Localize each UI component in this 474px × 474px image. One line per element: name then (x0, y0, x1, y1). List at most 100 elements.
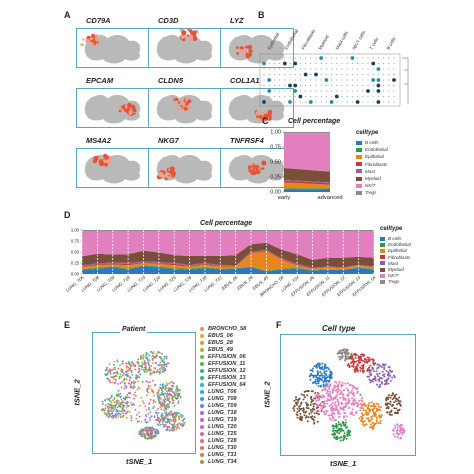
dotplot-dot (341, 84, 343, 87)
dotplot-dot (289, 95, 291, 98)
legend-label: Endothelial (388, 242, 411, 248)
dotplot-dot (273, 68, 275, 70)
dotplot-dot (315, 79, 317, 81)
y-tick-label: 0.25 (71, 261, 80, 266)
dotplot-dot (263, 95, 265, 98)
patient-legend-label: LUNG_T20 (208, 424, 237, 430)
category-label: advanced (317, 195, 342, 201)
dotplot-dot (383, 95, 385, 98)
patient-legend-label: LUNG_T19 (208, 417, 237, 423)
dotplot-celltype-label: NK/T cells (352, 29, 367, 50)
dotplot-dot (393, 90, 395, 92)
legend-label: Endothelial (365, 147, 388, 153)
dotplot-dot (262, 61, 266, 66)
dotplot-dot (383, 73, 385, 76)
dotplot-dot (341, 95, 343, 98)
y-tick-label: 0.50 (71, 250, 80, 255)
series-band-mast (284, 180, 330, 183)
legend-item: Fibroblasts (380, 255, 410, 260)
patient-legend-label: BRONCHO_58 (208, 326, 247, 332)
dotplot-dot (325, 68, 327, 70)
dotplot-dot (293, 89, 298, 93)
dotplot-dot (315, 90, 317, 92)
patient-legend-label: EFFUSION_12 (208, 368, 246, 374)
gene-tsne-shape (228, 154, 285, 184)
dotplot-dot (310, 57, 312, 59)
gene-label: EPCAM (86, 76, 114, 85)
dotplot-dot (392, 78, 396, 82)
dotplot-dot (331, 95, 333, 98)
dotplot-dot (357, 84, 359, 87)
legend-swatch (356, 190, 362, 195)
dotplot-dot (346, 57, 348, 59)
series-band-epithelial (284, 182, 330, 189)
dotplot-dot (346, 90, 348, 92)
dotplot-dot (284, 73, 286, 76)
dotplot-dot (315, 95, 317, 98)
gene-feature-plot (76, 148, 150, 188)
dotplot-dot (284, 68, 286, 70)
series-band-myeloid (82, 242, 374, 268)
dotplot-dot (372, 68, 374, 70)
dotplot-dot (334, 94, 339, 99)
dotplot-dot (273, 73, 275, 76)
dotplot-dot (305, 90, 307, 92)
dotplot-dot (341, 68, 343, 70)
dotplot-dot (279, 73, 281, 76)
dotplot-dot (376, 67, 381, 71)
dotplot-dot (362, 79, 364, 81)
dotplot-dot (388, 57, 390, 59)
patient-legend-item: EFFUSION_11 (200, 361, 245, 367)
dotplot-dot (341, 101, 343, 103)
dotplot-dot (351, 95, 353, 98)
dotplot-celltype-label: T cells (369, 36, 380, 51)
dotplot-dot (310, 84, 312, 87)
dotplot-dot (371, 61, 376, 66)
dotplot-dot (362, 57, 364, 59)
gene-label: MS4A2 (86, 136, 112, 145)
y-tick-label: 0.75 (270, 145, 281, 151)
patient-legend-label: EBUS_06 (208, 333, 233, 339)
series-band-endothelial (82, 265, 374, 272)
gene-feature-plot (76, 88, 150, 128)
dotplot-dot (388, 84, 390, 87)
dotplot-dot (325, 73, 327, 76)
dotplot-dot (376, 83, 381, 88)
dotplot-dot (320, 68, 322, 70)
series-band-nk-t (82, 231, 374, 260)
dotplot-dot (267, 78, 272, 82)
dotplot-celltype-label: B cells (386, 36, 397, 51)
dotplot-dot (324, 78, 329, 82)
patient-legend-label: EBUS_28 (208, 340, 233, 346)
dotplot-dot (367, 95, 369, 98)
patient-legend-dot (200, 460, 204, 464)
dotplot-dot (351, 62, 353, 65)
dotplot-dot (357, 57, 359, 59)
legend-label: Epithelial (388, 248, 407, 254)
dotplot-dot (320, 95, 322, 98)
dotplot-dot (294, 57, 296, 59)
legend-item: Myeloid (356, 176, 381, 181)
dotplot-dot (346, 62, 348, 65)
dotplot-celltype-label: Endothelial (284, 28, 300, 50)
dotplot-dot (315, 62, 317, 65)
series-band-nk-t (284, 133, 330, 172)
dotplot-dot (362, 101, 364, 103)
gene-tsne-shape (156, 94, 213, 124)
dotplot-dot (371, 78, 376, 82)
marker-dotplot: Epithelial Endothelial Fibroblasts Myeloid M… (259, 28, 409, 107)
dotplot-celltype-label: Epithelial (267, 32, 281, 51)
dotplot-dot (346, 79, 348, 81)
legend-item: NK/T (356, 183, 375, 188)
dotplot-dot (294, 79, 296, 81)
patient-legend-label: EFFUSION_64 (208, 382, 246, 388)
dotplot-dot (362, 62, 364, 65)
dotplot-dot (273, 79, 275, 81)
legend-swatch (380, 248, 385, 253)
dotplot-dot (336, 101, 338, 103)
dotplot-dot (289, 90, 291, 92)
dotplot-dot (388, 79, 390, 81)
legend-item: Myeloid (380, 267, 404, 272)
dotplot-dot (331, 79, 333, 81)
series-band-fibroblasts (284, 180, 330, 185)
